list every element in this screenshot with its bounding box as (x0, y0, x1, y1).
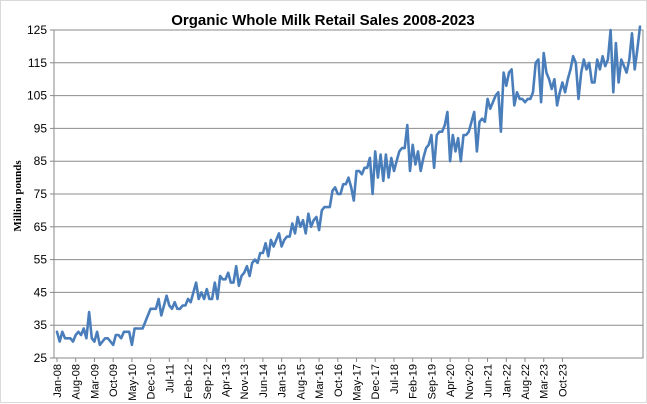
x-tick-label: Dec-10 (146, 364, 158, 399)
y-tick-label: 65 (34, 220, 48, 234)
x-tick-label: Jul-18 (389, 364, 401, 394)
y-tick-label: 105 (27, 89, 47, 103)
x-tick-label: Jun-14 (258, 364, 270, 398)
x-tick-label: Jan-08 (52, 364, 64, 398)
y-tick-label: 95 (34, 121, 48, 135)
x-tick-label: Jul-11 (164, 364, 176, 393)
y-tick-label: 125 (27, 23, 47, 37)
y-tick-label: 85 (34, 154, 48, 168)
x-tick-label: Mar-23 (539, 364, 551, 399)
x-tick-label: Nov-13 (239, 364, 251, 399)
x-tick-label: Mar-16 (314, 364, 326, 399)
x-tick-label: Jan-22 (501, 364, 513, 398)
x-tick-label: Sep-19 (426, 364, 438, 399)
x-tick-label: Nov-20 (464, 364, 476, 399)
series-line (55, 25, 642, 347)
x-tick-label: Feb-19 (408, 364, 420, 399)
y-tick-label: 35 (34, 318, 48, 332)
y-tick-label: 75 (34, 187, 48, 201)
x-tick-label: Oct-09 (108, 364, 120, 397)
x-axis-ticks: Jan-08 Aug-08 Mar-09 Oct-09 May-10 Dec-10 Jul-… (52, 358, 569, 401)
x-tick-label: Jun-21 (483, 364, 495, 398)
x-tick-label: Mar-09 (89, 364, 101, 399)
y-tick-label: 25 (34, 351, 48, 365)
x-tick-label: Aug-15 (295, 364, 307, 399)
x-tick-label: Feb-12 (183, 364, 195, 399)
x-tick-label: Oct-23 (557, 364, 569, 397)
y-axis-label: Million pounds (12, 160, 24, 232)
chart-title: Organic Whole Milk Retail Sales 2008-202… (171, 12, 474, 29)
y-axis-ticks: 25 35 45 55 65 75 85 95 105 115 125 (27, 23, 54, 365)
y-tick-label: 55 (34, 253, 48, 267)
x-tick-label: Oct-16 (333, 364, 345, 397)
x-tick-label: Sep-12 (202, 364, 214, 399)
x-tick-label: Apr-20 (445, 364, 457, 397)
y-tick-label: 115 (28, 56, 47, 70)
x-tick-label: Jan-15 (277, 364, 289, 398)
x-tick-label: Apr-13 (220, 364, 232, 397)
y-tick-label: 45 (34, 285, 48, 299)
series-layer (55, 25, 642, 347)
x-tick-label: May-17 (352, 364, 364, 401)
x-tick-label: Aug-22 (520, 364, 532, 399)
x-tick-label: Aug-08 (71, 364, 83, 399)
x-tick-label: Dec-17 (370, 364, 382, 399)
x-tick-label: May-10 (127, 364, 139, 401)
